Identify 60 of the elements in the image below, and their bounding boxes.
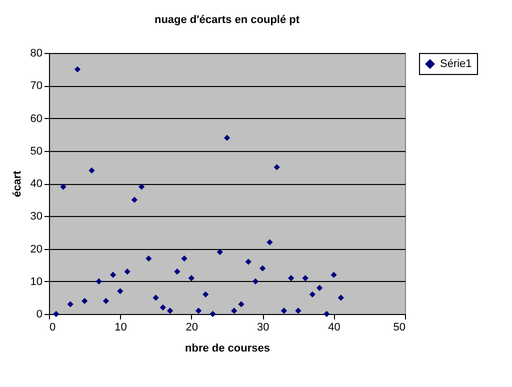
point [295,308,302,314]
point [302,275,308,282]
x-tick-label: 50 [393,322,406,334]
point [88,167,95,174]
y-tick-label: 40 [30,178,42,190]
point [238,301,244,308]
point [110,272,116,278]
point [166,308,174,314]
point [174,268,180,275]
point [274,164,280,170]
point [195,308,202,314]
point [330,272,337,278]
point [280,308,288,314]
point [160,304,166,311]
point [309,291,316,298]
point [338,294,344,301]
legend-label: Série1 [440,58,472,70]
x-tick-label: 30 [256,322,270,334]
y-tick-label: 20 [30,243,42,256]
y-tick-label: 60 [30,112,42,125]
point [67,301,74,308]
point [124,268,130,275]
y-tick-label: 50 [30,145,42,158]
x-axis-title: nbre de courses [185,342,270,354]
point [138,184,145,190]
point [188,275,194,282]
x-tick-label: 0 [50,322,56,334]
y-tick-label: 80 [30,48,42,60]
chart-title: nuage d'écarts en couplé pt [154,14,300,26]
y-tick-label: 0 [36,308,42,320]
y-axis-title: écart [11,170,24,198]
point [181,255,188,262]
y-tick-label: 30 [30,210,42,223]
point [146,255,152,262]
point [316,284,323,291]
point [82,298,88,304]
x-tick-label: 20 [186,322,198,334]
point [231,308,238,314]
point [224,134,230,141]
x-tick-label: 10 [114,322,127,334]
point [53,310,60,318]
point [216,248,223,256]
point [74,66,81,72]
point [324,310,330,318]
point [117,288,124,294]
point [96,278,102,284]
point [288,275,294,282]
point [266,239,273,246]
x-tick-label: 40 [328,322,340,334]
point [202,291,209,298]
point [152,294,159,301]
point [245,258,252,265]
point [102,298,110,304]
y-tick-label: 10 [30,276,42,288]
point [252,278,259,284]
point [210,310,216,318]
point [131,196,138,203]
y-tick-label: 70 [30,80,42,92]
point [60,184,66,190]
point [260,265,266,272]
